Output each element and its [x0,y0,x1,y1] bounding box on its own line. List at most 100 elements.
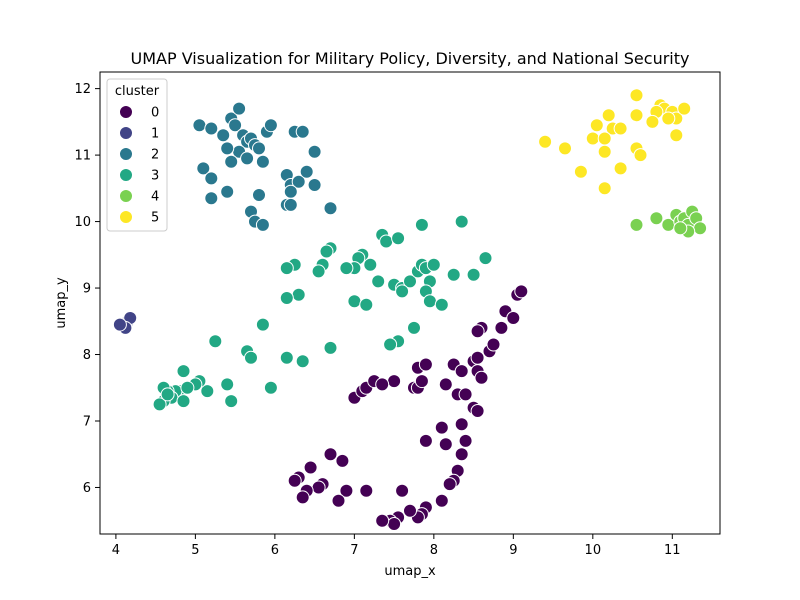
legend-marker [119,147,133,161]
y-tick-label: 7 [83,414,91,429]
legend-label: 4 [151,190,159,205]
legend: cluster 0 1 2 3 4 5 [106,78,168,232]
data-point [359,483,374,498]
data-point [434,420,449,435]
data-point [335,453,350,468]
data-point [597,131,612,146]
data-point [176,394,191,409]
data-point [283,184,298,199]
data-point [585,131,600,146]
y-tick-label: 11 [74,149,91,164]
data-point [240,151,255,166]
data-point [434,297,449,312]
data-point [442,477,457,492]
x-tick-label: 8 [430,543,438,558]
data-point [323,447,338,462]
data-point [387,374,402,389]
x-tick-label: 9 [509,543,517,558]
data-point [418,357,433,372]
data-point [323,201,338,216]
data-point [470,324,485,339]
data-point [418,433,433,448]
data-point [255,154,270,169]
y-tick-label: 8 [83,348,91,363]
data-point [573,164,588,179]
legend-label: 5 [151,211,159,226]
data-point [244,350,258,365]
legend-title: cluster [115,84,160,99]
data-point [438,377,453,392]
data-point [677,101,692,116]
data-point [152,397,167,412]
data-point [208,334,223,349]
data-point [180,380,195,395]
data-point [446,267,461,282]
data-point [295,490,310,505]
data-point [224,154,239,169]
y-tick-label: 10 [74,215,91,230]
data-point [629,217,644,232]
data-point [295,124,310,139]
data-point [597,181,612,196]
data-point [454,447,469,462]
data-point [204,121,219,136]
data-point [403,274,417,289]
data-point [255,217,270,232]
data-point [283,197,298,212]
data-point [454,417,469,432]
chart-title: UMAP Visualization for Military Policy, … [131,49,690,68]
data-point [629,108,644,123]
data-point [307,178,322,192]
data-point [414,217,429,232]
data-point [383,337,398,352]
data-point [331,493,346,508]
data-point [339,483,354,498]
legend-marker [119,168,133,182]
data-point [204,171,219,186]
data-point [514,284,529,299]
data-point [407,320,421,335]
data-point [458,433,473,448]
data-point [673,221,688,236]
legend-label: 3 [151,169,159,184]
data-point [220,377,235,392]
data-point [375,377,390,392]
data-point [279,350,294,365]
data-point [196,161,211,176]
x-tick-label: 10 [585,543,602,558]
data-point [391,231,406,246]
x-tick-label: 4 [112,543,120,558]
data-point [422,294,437,309]
data-point [291,287,306,302]
data-point [323,340,338,355]
data-point [311,264,326,279]
data-point [454,364,469,379]
data-point [438,437,453,452]
data-point [255,317,270,332]
x-tick-label: 5 [191,543,199,558]
data-point [478,251,493,266]
data-point [375,513,390,528]
data-point [601,108,616,123]
data-point [291,174,306,189]
data-point [494,320,509,335]
data-point [506,311,521,325]
data-point [347,294,362,309]
y-tick-label: 12 [74,82,91,97]
plot-frame [99,71,721,535]
data-point [589,118,604,133]
y-tick-label: 9 [83,282,91,297]
data-point [470,404,485,418]
data-point [279,261,294,276]
data-point [228,118,243,133]
data-point [216,128,231,143]
data-point [232,101,247,116]
x-tick-label: 6 [271,543,279,558]
data-point [112,317,127,332]
data-point [224,394,239,409]
data-point [613,121,628,136]
data-point [645,114,660,129]
legend-label: 2 [151,148,159,163]
